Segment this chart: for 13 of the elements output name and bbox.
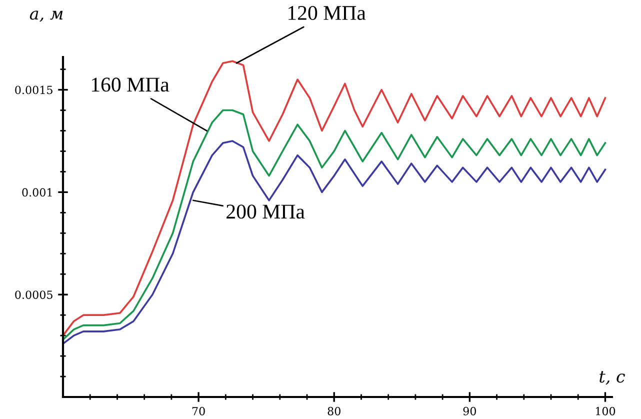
x-tick-label: 100 [596,406,616,416]
annotation: 160 МПа [92,78,170,92]
y-axis-title: a, м [30,10,63,22]
annotation: 120 МПа [288,6,366,20]
line-series [63,60,606,336]
y-tick-label: 0.0015 [15,86,52,94]
x-tick-label: 80 [328,406,340,416]
y-tick-label: 0.0005 [15,290,52,299]
x-tick-label: 90 [463,406,476,416]
y-tick-label: 0.001 [22,188,52,197]
x-axis-title: t, c [600,371,625,385]
annotation: 200 МПа [226,204,305,219]
x-tick-label: 70 [192,406,205,416]
